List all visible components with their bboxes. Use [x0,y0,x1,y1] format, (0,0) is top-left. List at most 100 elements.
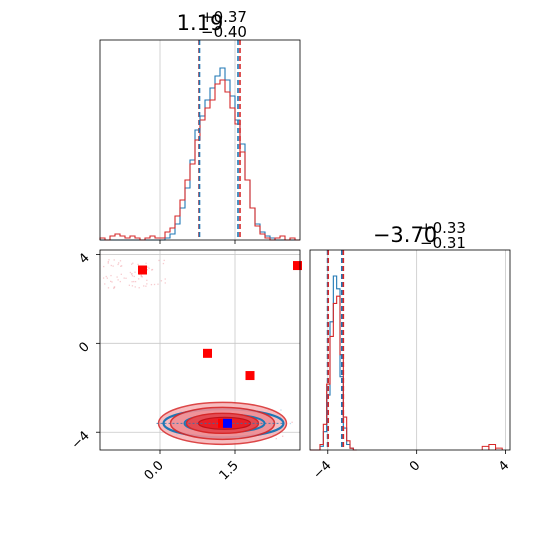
scatter-point [282,435,284,437]
scatter-point-red [118,262,120,264]
scatter-point-red [116,276,118,278]
scatter-point-red [143,285,145,287]
scatter-point-red [151,268,154,271]
grid-lines [159,40,236,240]
scatter-point-red [105,275,107,278]
scatter-point-red [137,263,139,266]
axes-frame [99,39,301,241]
scatter-point [291,421,293,423]
histogram-series [310,275,503,451]
scatter-point-red [164,278,166,280]
scatter-point-red [117,263,119,266]
scatter-point-red [141,276,143,278]
scatter-point-red [151,269,153,271]
y-tick-label: 0 [76,340,92,356]
scatter-point-red [111,281,113,283]
scatter-point-red [140,275,143,278]
tick-labels: −4 0 4 [310,458,512,482]
scatter-point-red [117,279,119,281]
title-sub: −0.40 [201,23,247,41]
scatter-point-red [146,269,149,271]
scatter-point-red [108,259,110,261]
panel-title-1: 1.19 [177,11,224,35]
marker-red [138,265,147,275]
x-tick-label: 0 [407,458,423,474]
scatter-point-red [128,284,131,286]
scatter-point-red [134,286,136,288]
scatter-point-red [110,274,112,277]
title-sup: +0.33 [420,219,466,237]
marker-points [138,261,302,428]
y-tick-label: −4 [69,428,93,452]
scatter-point-red [106,277,108,279]
title-value: −3.70 [373,223,437,247]
scatter-point-red [148,267,150,269]
title-value: 1.19 [177,11,224,35]
histogram-step-blue [310,275,357,451]
scatter-point-red [138,287,140,289]
scatter-point-red [140,275,142,277]
histogram-step-red [310,295,357,451]
scatter-point-red [120,265,122,267]
scatter-point-red [125,277,127,279]
scatter-point-red [123,277,125,279]
marker-red [218,418,227,428]
scatter-point-red [120,273,122,275]
scatter-point-red [113,287,115,290]
scatter-point-red [110,280,112,283]
scatter-point-red [164,282,166,284]
scatter-point-red [107,261,109,263]
scatter-point-red [131,281,133,283]
histogram-tail-red [495,447,503,450]
marker-red [203,348,212,358]
joint-contour-panel: 0.0 1.5 −4 0 4 [69,249,302,484]
scatter-point-red [131,285,134,287]
scatter-point-red [147,266,149,268]
x-tick-label: 4 [496,458,512,474]
histogram-tail-red [481,445,490,450]
tick-labels: 0.0 1.5 −4 0 4 [69,251,242,484]
scatter-point-red [158,259,160,262]
panel-title-2: −3.70 [373,223,437,247]
marginal-histogram-param-2: −4 0 4 −3.70 +0.33 −0.31 [309,219,512,482]
scatter-point-red [132,262,134,264]
scatter-point-red [140,274,142,276]
scatter-point-red [113,259,115,261]
scatter-point-red [146,279,148,281]
scatter-point-red [134,280,137,283]
quantile-lines [198,40,241,240]
x-tick-label: −4 [310,458,334,482]
scatter-point-red [145,262,147,264]
tick-marks [96,254,236,454]
histogram-tail-red [488,444,497,450]
scatter-point-red [119,260,122,262]
scatter-point-red [145,285,147,287]
scatter-point-red [119,280,121,283]
title-sub: −0.31 [420,234,466,252]
scatter-point [289,422,292,425]
scatter-point-red [133,275,135,278]
axes-frame [99,249,301,451]
scatter-point-red [133,280,135,283]
scatter-point-red [150,283,153,286]
scatter-point-red [146,283,148,285]
tick-marks [327,450,506,454]
scatter-point-red [153,283,156,286]
scatter-point [280,409,282,411]
tick-marks [159,240,236,244]
axes-frame [309,249,511,451]
marker-blue [223,418,232,428]
scatter-point-red [160,280,163,282]
y-tick-label: 4 [76,251,92,267]
scatter-point-red [104,283,106,285]
scatter-point-red [157,283,159,285]
marker-red [245,371,255,381]
scatter-point-red [131,263,133,265]
title-sup: +0.37 [201,8,247,26]
scatter-point-red [110,264,112,267]
grid-lines [327,250,506,450]
x-tick-label: 0.0 [142,458,167,483]
scatter-point-red [130,273,133,275]
scatter-point-red [120,265,123,267]
